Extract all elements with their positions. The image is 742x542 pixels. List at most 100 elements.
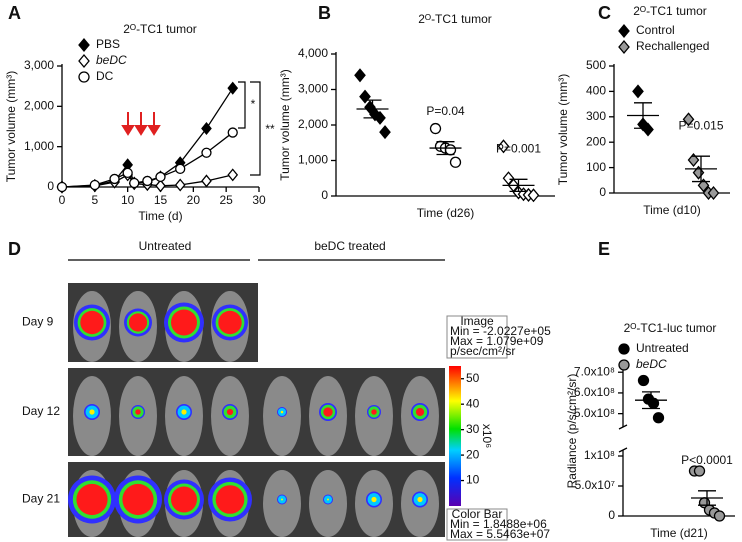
y-axis-label: Radiance (p/s/cm²/sr) (565, 374, 579, 489)
x-tick-label: 15 (154, 193, 168, 207)
sem-bar (642, 391, 660, 410)
y-tick-label: 1,000 (298, 153, 328, 167)
axis-break (618, 424, 628, 430)
y-tick-label: 300 (586, 109, 606, 123)
legend-marker (618, 39, 630, 55)
data-point (687, 152, 700, 167)
signal-core (122, 483, 154, 516)
data-point (227, 81, 239, 95)
y-tick-label: 2,000 (24, 99, 54, 113)
x-tick-label: 30 (252, 193, 266, 207)
y-axis-label: Tumor volume (mm³) (556, 74, 570, 186)
y-tick-label: 400 (586, 84, 606, 98)
x-axis-label: Time (d10) (643, 203, 701, 217)
series-line (61, 87, 234, 188)
sem-bar (363, 99, 382, 119)
image-info: Image (460, 314, 494, 328)
data-point (429, 122, 442, 135)
y-tick-label: 0 (608, 508, 615, 522)
color-bar-unit: x10⁶ (480, 424, 494, 448)
legend-marker (78, 53, 90, 69)
legend-marker (618, 359, 630, 371)
signal-core (89, 409, 95, 415)
group (627, 84, 659, 137)
signal-core (215, 485, 245, 514)
p-value: P=0.001 (496, 141, 541, 155)
data-point (201, 174, 212, 188)
p-value: P=0.04 (426, 104, 465, 118)
signal-core (135, 409, 141, 415)
data-point (379, 125, 391, 140)
sem-bar (634, 102, 652, 129)
legend-marker (78, 71, 90, 83)
x-axis-label: Time (d21) (650, 526, 708, 540)
data-point (693, 465, 706, 477)
column-header: Untreated (139, 239, 192, 253)
data-point (707, 185, 720, 201)
panel-letter: B (318, 3, 331, 23)
color-bar-tick-label: 20 (466, 447, 480, 461)
chart-title: 2ᴼ-TC1 tumor (123, 22, 197, 36)
p-value: P=0.015 (678, 118, 723, 132)
legend-marker (618, 343, 630, 355)
data-point (449, 156, 462, 168)
y-tick-label: 4,000 (298, 46, 328, 60)
legend-marker (78, 37, 90, 53)
group (429, 122, 462, 168)
axis-break (618, 447, 628, 453)
color-bar-tick-label: 40 (466, 396, 480, 410)
color-bar-info: Color Bar (452, 507, 503, 521)
treatment-arrows (121, 112, 161, 136)
y-tick-label: 1x10⁸ (584, 448, 615, 462)
color-bar-tick-label: 30 (466, 422, 480, 436)
data-point (682, 112, 695, 127)
data-point (155, 171, 166, 183)
data-point (502, 171, 515, 186)
y-tick-label: 1,000 (24, 139, 54, 153)
image-info: p/sec/cm²/sr (450, 344, 515, 358)
data-point (713, 510, 726, 522)
legend-label: DC (96, 69, 114, 83)
y-tick-label: 0 (321, 188, 328, 202)
mouse-images (68, 283, 445, 537)
p-value: P<0.0001 (681, 453, 733, 467)
signal-core (417, 496, 423, 503)
chart-title: 2ᴼ-TC1 tumor (418, 12, 492, 26)
y-tick-label: 3,000 (298, 82, 328, 96)
y-axis-label: Tumor volume (mm³) (278, 69, 292, 181)
y-axis-label: Tumor volume (mm³) (4, 71, 18, 183)
x-tick-label: 25 (219, 193, 233, 207)
chart-title: 2ᴼ-TC1-luc tumor (624, 321, 717, 335)
y-tick-label: 200 (586, 134, 606, 148)
data-point (354, 68, 366, 83)
data-point (56, 181, 68, 193)
color-bar-info: Min = 1.8488e+06 (450, 517, 547, 531)
data-point (637, 374, 650, 387)
annotation: * (251, 97, 256, 111)
data-point (527, 188, 540, 203)
color-bar-info-box (446, 508, 508, 541)
y-tick-label: 0 (47, 179, 54, 193)
series-line (61, 132, 234, 188)
x-axis-label: Time (d) (138, 209, 182, 223)
column-header: beDC treated (314, 239, 385, 253)
data-point (201, 121, 212, 136)
data-point (129, 177, 140, 189)
legend-label: Control (636, 23, 675, 37)
data-point (174, 178, 186, 192)
group (497, 139, 540, 203)
chart-title: 2ᴼ-TC1 tumor (633, 4, 707, 18)
y-tick-label: 5.0x10⁸ (574, 406, 615, 420)
signal-core (323, 407, 333, 417)
image-info: Max = 1.079e+09 (450, 334, 544, 348)
signal-core (371, 496, 377, 503)
color-bar-info: Max = 5.5463e+07 (450, 527, 550, 541)
group (635, 374, 667, 424)
image-info-box (446, 315, 508, 359)
x-tick-label: 20 (187, 193, 201, 207)
signal-core (171, 309, 197, 336)
signal-core (171, 486, 197, 513)
y-tick-label: 2,000 (298, 117, 328, 131)
color-bar-tick-label: 50 (466, 371, 480, 385)
